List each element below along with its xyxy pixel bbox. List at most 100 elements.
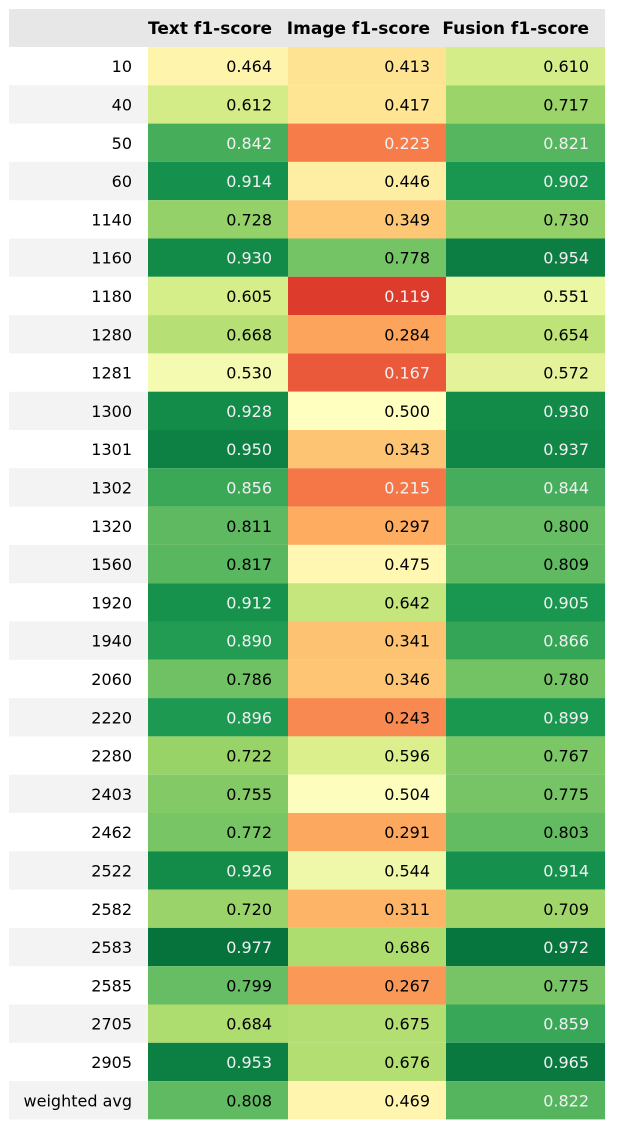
cell-value: 0.676 <box>384 1053 430 1072</box>
cell-value: 0.799 <box>226 976 272 995</box>
heatmap-cell <box>148 544 288 584</box>
cell-value: 0.842 <box>226 134 272 153</box>
cell-value: 0.686 <box>384 938 430 957</box>
row-label: 40 <box>112 95 132 114</box>
heatmap-cell <box>446 889 605 928</box>
cell-value: 0.767 <box>543 747 589 766</box>
heatmap-cell <box>288 85 446 124</box>
cell-value: 0.730 <box>543 210 589 229</box>
cell-value: 0.717 <box>543 95 589 114</box>
cell-value: 0.413 <box>384 57 430 76</box>
cell-value: 0.772 <box>226 823 272 842</box>
cell-value: 0.119 <box>384 287 430 306</box>
heatmap-cell <box>148 161 288 201</box>
cell-value: 0.928 <box>226 402 272 421</box>
cell-value: 0.297 <box>384 517 430 536</box>
cell-value: 0.972 <box>543 938 589 957</box>
heatmap-cell <box>148 889 288 928</box>
row-label-background <box>9 468 148 507</box>
cell-value: 0.675 <box>384 1015 430 1034</box>
row-label: 2522 <box>91 861 132 880</box>
row-label: 2060 <box>91 670 132 689</box>
cell-value: 0.572 <box>543 364 589 383</box>
heatmap-cell <box>148 391 288 430</box>
heatmap-cell <box>148 123 288 162</box>
row-label-background <box>9 621 148 660</box>
heatmap-cell <box>148 506 288 545</box>
cell-value: 0.809 <box>543 555 589 574</box>
heatmap-cell <box>446 927 605 967</box>
cell-value: 0.167 <box>384 364 430 383</box>
heatmap-cell <box>148 238 288 277</box>
heatmap-cell <box>446 1004 605 1043</box>
cell-value: 0.800 <box>543 517 589 536</box>
cell-value: 0.902 <box>543 172 589 191</box>
cell-value: 0.612 <box>226 95 272 114</box>
row-label: 1920 <box>91 593 132 612</box>
row-label-background <box>9 927 148 967</box>
heatmap-cell <box>148 353 288 392</box>
row-label-background <box>9 774 148 813</box>
cell-value: 0.654 <box>543 325 589 344</box>
cell-value: 0.930 <box>543 402 589 421</box>
heatmap-cell <box>148 736 288 775</box>
cell-value: 0.267 <box>384 976 430 995</box>
heatmap-cell <box>446 123 605 162</box>
row-label: 1160 <box>91 249 132 268</box>
heatmap-cell <box>148 85 288 124</box>
heatmap-cell <box>446 1042 605 1082</box>
heatmap-cell <box>288 774 446 813</box>
heatmap-cell <box>148 276 288 316</box>
cell-value: 0.551 <box>543 287 589 306</box>
row-label: 2220 <box>91 708 132 727</box>
heatmap-cell <box>288 468 446 507</box>
heatmap-cell <box>446 506 605 545</box>
heatmap-cell <box>148 468 288 507</box>
heatmap-cell <box>446 966 605 1005</box>
heatmap-cell <box>446 583 605 622</box>
heatmap-cell <box>288 1081 446 1120</box>
cell-value: 0.775 <box>543 976 589 995</box>
heatmap-cell <box>446 468 605 507</box>
row-label: 1180 <box>91 287 132 306</box>
heatmap-cell <box>446 813 605 852</box>
heatmap-cell <box>148 851 288 890</box>
cell-value: 0.343 <box>384 440 430 459</box>
heatmap-cell <box>288 123 446 162</box>
heatmap-cell <box>148 813 288 852</box>
cell-value: 0.950 <box>226 440 272 459</box>
cell-value: 0.905 <box>543 593 589 612</box>
heatmap-cell <box>446 774 605 813</box>
cell-value: 0.844 <box>543 478 589 497</box>
cell-value: 0.866 <box>543 632 589 651</box>
heatmap-cell <box>148 1004 288 1043</box>
header-background <box>9 9 605 47</box>
heatmap-cell <box>446 161 605 201</box>
cell-value: 0.859 <box>543 1015 589 1034</box>
heatmap-cell <box>288 851 446 890</box>
cell-value: 0.954 <box>543 249 589 268</box>
heatmap-cell <box>148 47 288 86</box>
cell-value: 0.341 <box>384 632 430 651</box>
column-header: Fusion f1-score <box>442 19 589 39</box>
heatmap-cell <box>288 736 446 775</box>
cell-value: 0.780 <box>543 670 589 689</box>
heatmap-cell <box>288 813 446 852</box>
heatmap-cell <box>148 621 288 660</box>
cell-value: 0.469 <box>384 1091 430 1110</box>
heatmap-cell <box>288 161 446 201</box>
row-label: 2585 <box>91 976 132 995</box>
heatmap-cell <box>288 276 446 316</box>
heatmap-cell <box>446 353 605 392</box>
row-label: 1280 <box>91 325 132 344</box>
heatmap-cell <box>288 238 446 277</box>
heatmap-cell <box>446 1081 605 1120</box>
cell-value: 0.709 <box>543 900 589 919</box>
heatmap-cell <box>446 200 605 239</box>
heatmap-cell <box>446 430 605 469</box>
cell-value: 0.720 <box>226 900 272 919</box>
heatmap-cell <box>446 276 605 316</box>
cell-value: 0.284 <box>384 325 430 344</box>
heatmap-cell <box>288 659 446 699</box>
heatmap-cell <box>148 698 288 737</box>
